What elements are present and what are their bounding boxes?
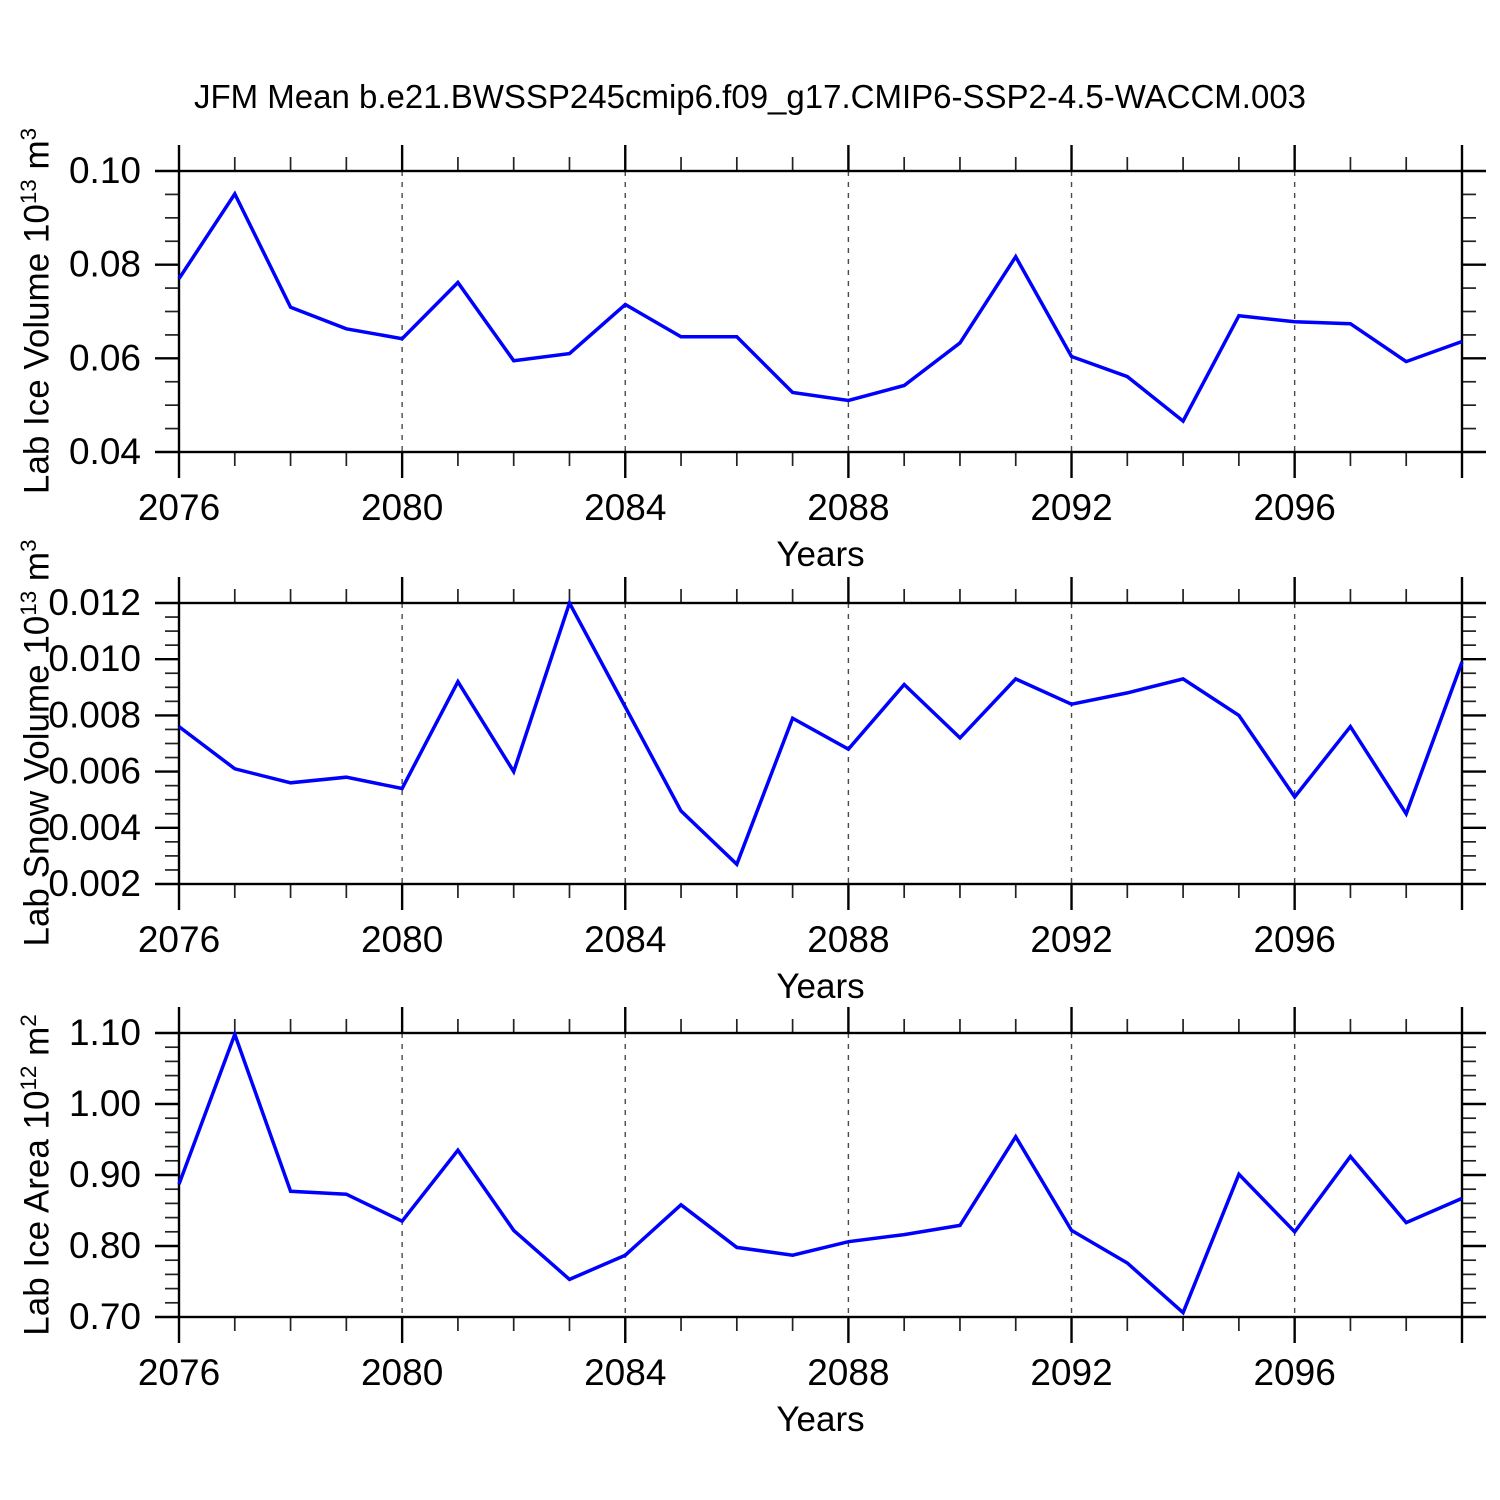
figure-title: JFM Mean b.e21.BWSSP245cmip6.f09_g17.CMI… [193, 78, 1307, 115]
x-tick-label: 2076 [138, 487, 220, 528]
x-axis-title: Years [776, 535, 864, 574]
y-axis-title-unit-exponent: 2 [16, 1014, 41, 1027]
y-axis-title-text: Lab Ice Area 10 [17, 1090, 57, 1336]
x-tick-label: 2080 [361, 487, 443, 528]
y-tick-label: 0.70 [69, 1296, 141, 1337]
plot-frame [177, 169, 1464, 454]
chart-ice-area: 2076 2080 2084 2088 2092 2096 Years 0.70 0.80 0.9… [69, 1007, 1486, 1439]
y-tick-label: 0.10 [69, 150, 141, 191]
y-axis-title-unit: m [17, 1026, 57, 1066]
x-tick-label: 2080 [361, 1352, 443, 1393]
y-axis-title-text: Lab Ice Volume 10 [17, 204, 57, 495]
y-axis-title-unit: m [17, 551, 57, 591]
chart-snow-volume: 2076 2080 2084 2088 2092 2096 Years 0.002 0.004 0… [48, 577, 1486, 1006]
x-tick-label: 2096 [1253, 919, 1335, 960]
x-tick-label: 2088 [807, 919, 889, 960]
x-tick-label: 2080 [361, 919, 443, 960]
y-tick-label: 0.90 [69, 1154, 141, 1195]
y-tick-label: 1.00 [69, 1083, 141, 1124]
data-line-ice-area [177, 1029, 1463, 1316]
y-axis-title-exponent: 13 [16, 590, 41, 616]
y-tick-label: 0.80 [69, 1225, 141, 1266]
y-axis-title-unit-exponent: 3 [16, 539, 41, 552]
y-tick-label: 0.04 [69, 431, 141, 472]
x-tick-label: 2092 [1030, 1352, 1112, 1393]
y-axis-title-exponent: 12 [16, 1065, 41, 1091]
y-tick-label: 0.006 [48, 751, 141, 792]
y-axis-title-ice-area: Lab Ice Area 1012 m2 [16, 1014, 58, 1335]
y-tick-label: 0.008 [48, 694, 141, 735]
x-tick-label: 2096 [1253, 487, 1335, 528]
x-tick-label: 2076 [138, 919, 220, 960]
x-tick-label: 2092 [1030, 919, 1112, 960]
data-line-ice-volume [177, 190, 1463, 424]
plot-frame [177, 601, 1464, 886]
plot-frame [177, 1031, 1464, 1319]
y-tick-label: 0.012 [48, 582, 141, 623]
x-tick-label: 2092 [1030, 487, 1112, 528]
chart-ice-volume: 2076 2080 2084 2088 2092 2096 Years 0.04 0.06 0.0… [69, 145, 1486, 574]
x-tick-label: 2096 [1253, 1352, 1335, 1393]
y-axis-title-ice-volume: Lab Ice Volume 1013 m3 [16, 128, 58, 494]
y-axis-title-unit-exponent: 3 [16, 127, 41, 141]
data-line-snow-volume [177, 598, 1464, 868]
x-tick-label: 2084 [584, 1352, 666, 1393]
y-tick-label: 0.002 [48, 863, 141, 904]
y-tick-label: 1.10 [69, 1012, 141, 1053]
x-tick-label: 2084 [584, 919, 666, 960]
x-tick-label: 2076 [138, 1352, 220, 1393]
y-tick-label: 0.004 [48, 807, 141, 848]
x-tick-label: 2084 [584, 487, 666, 528]
y-tick-label: 0.010 [48, 638, 141, 679]
x-axis-title: Years [776, 967, 864, 1006]
y-axis-title-snow-volume: Lab Snow Volume 1013 m3 [16, 539, 58, 946]
x-axis-title: Years [776, 1400, 864, 1439]
y-axis-title-exponent: 13 [16, 179, 41, 205]
y-axis-title-unit: m [17, 140, 57, 180]
x-tick-label: 2088 [807, 487, 889, 528]
x-tick-label: 2088 [807, 1352, 889, 1393]
y-tick-label: 0.08 [69, 244, 141, 285]
y-axis-title-text: Lab Snow Volume 10 [17, 615, 57, 947]
y-tick-label: 0.06 [69, 337, 141, 378]
